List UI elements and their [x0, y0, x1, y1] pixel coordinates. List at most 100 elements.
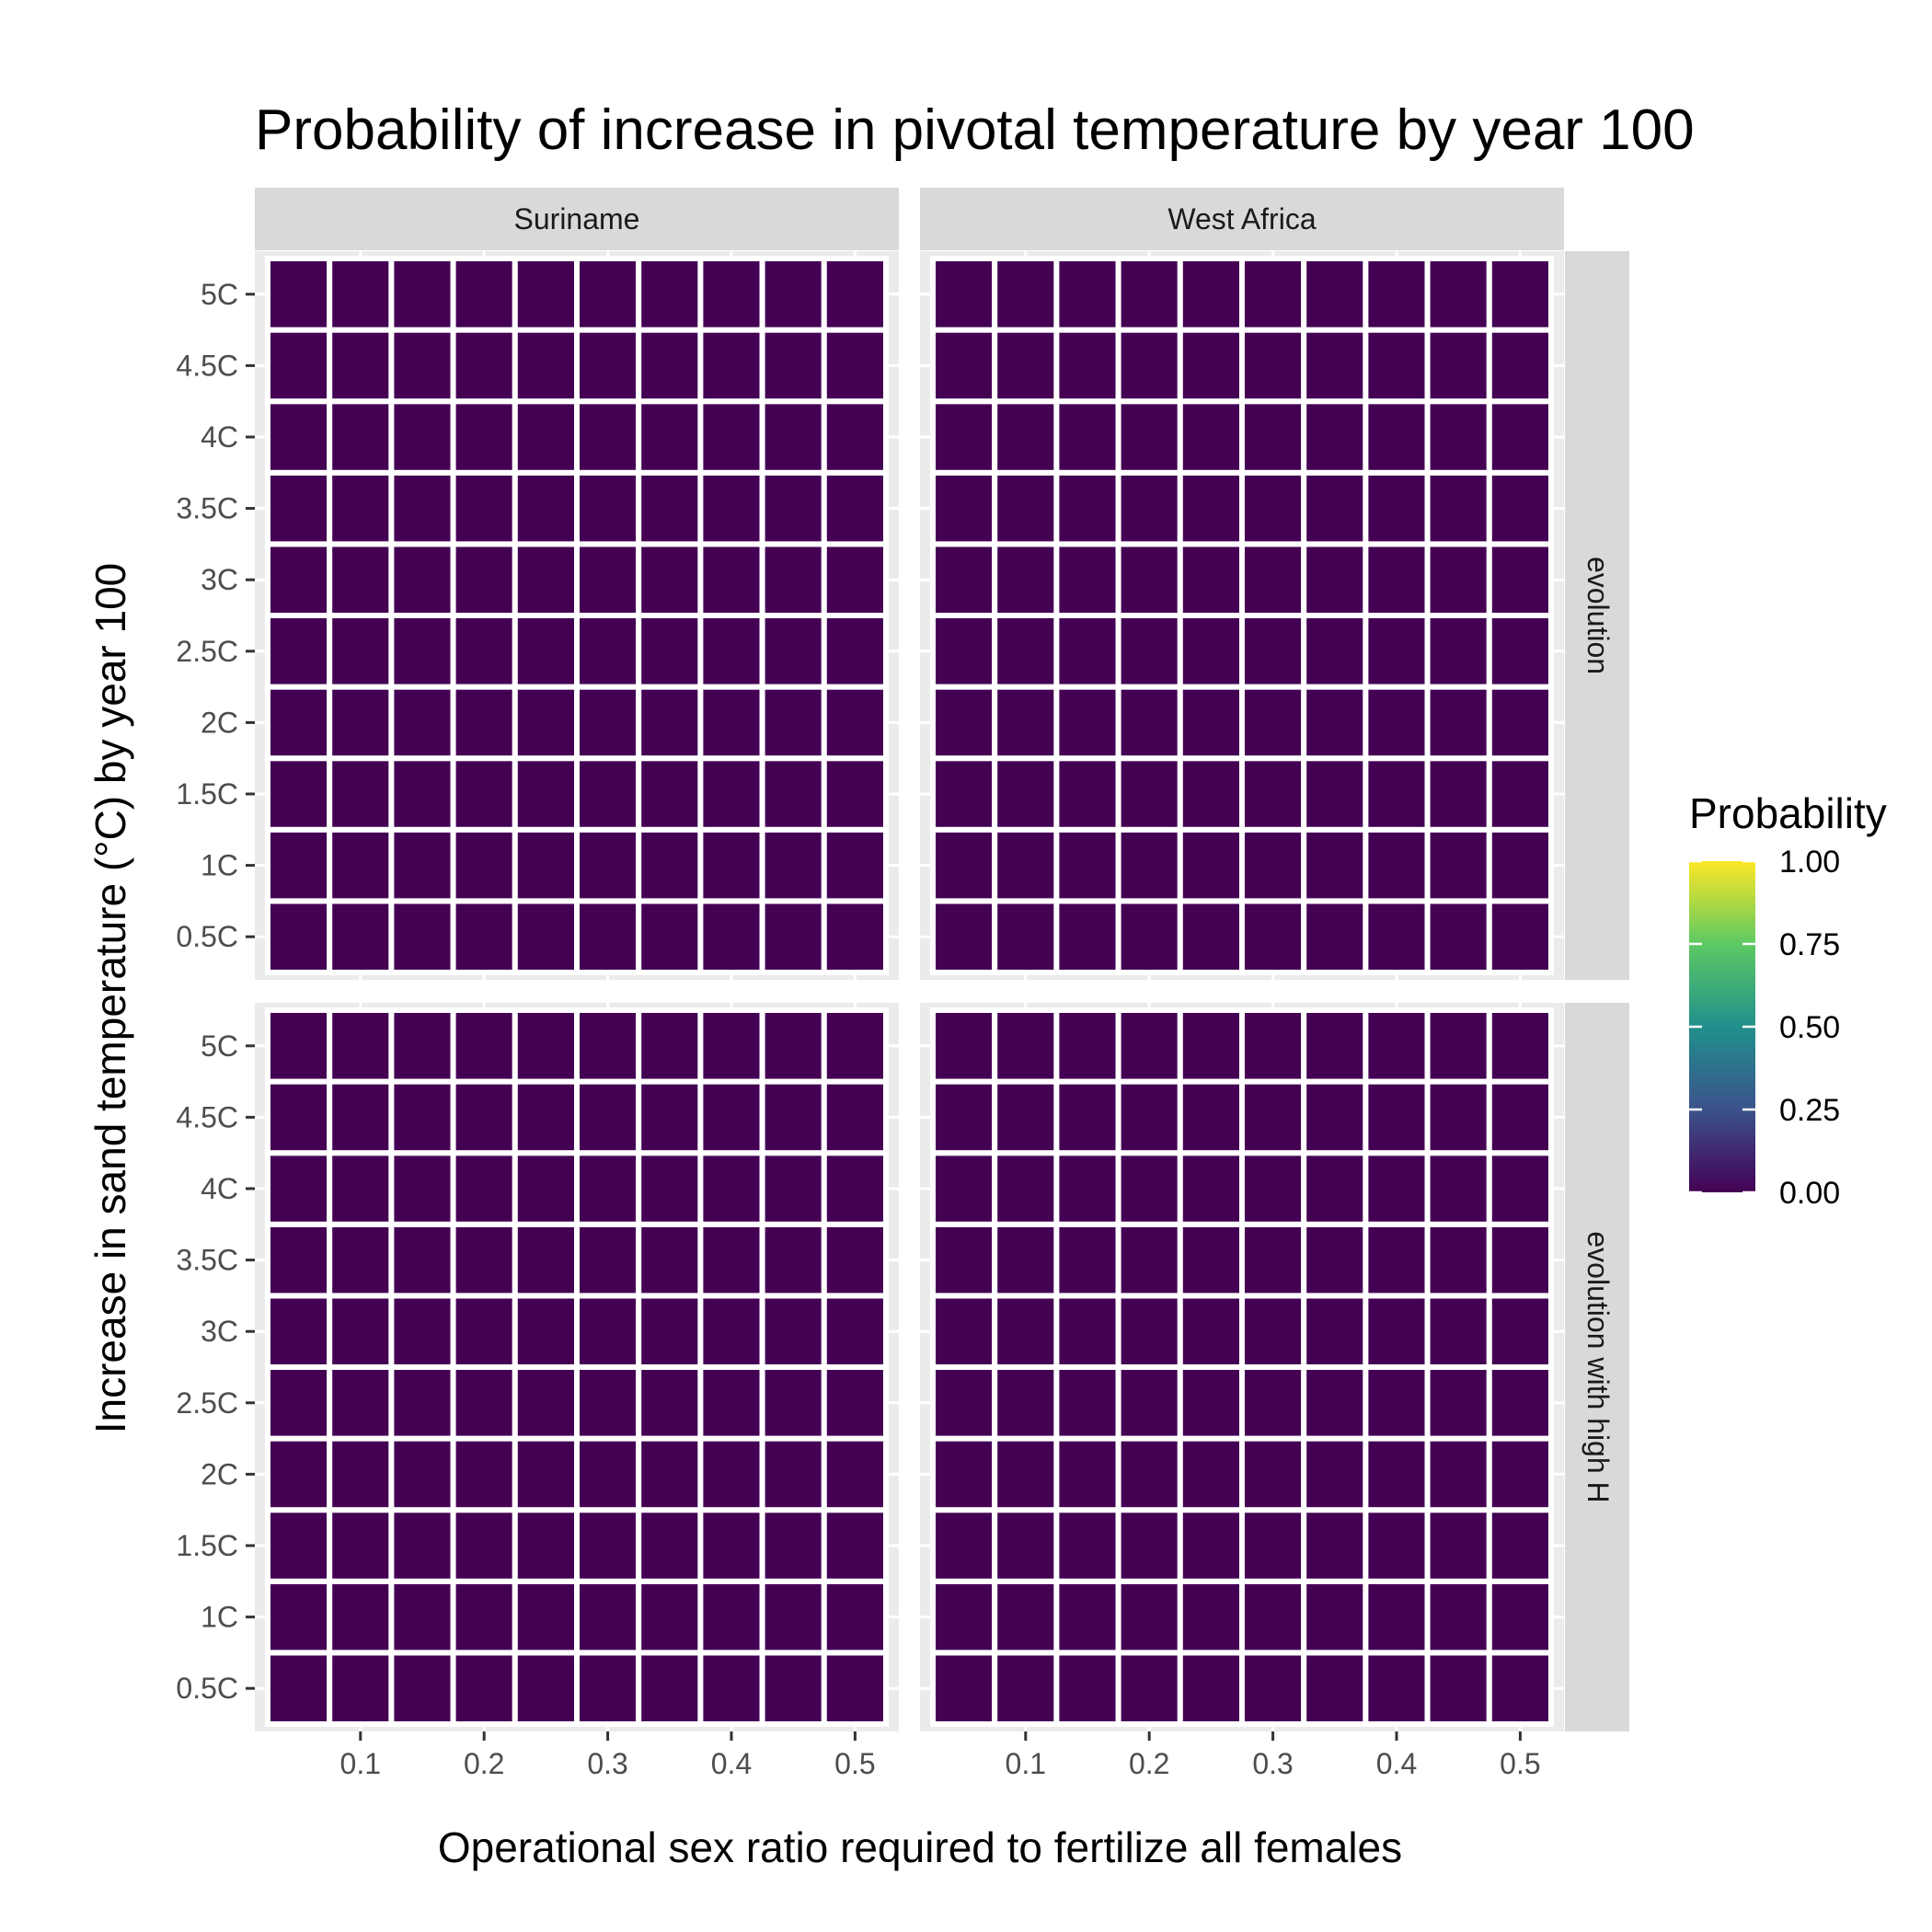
x-tick-label: 0.3 [1252, 1747, 1293, 1780]
heatmap-tile [265, 469, 333, 547]
heatmap-tile [1177, 398, 1246, 476]
heatmap-tile [821, 1078, 889, 1156]
heatmap-tile [388, 755, 456, 833]
heatmap-tile [1363, 256, 1431, 333]
heatmap-tile [327, 1293, 395, 1371]
heatmap-tile [821, 1435, 889, 1513]
heatmap-tile [636, 1221, 704, 1299]
x-tick-label: 0.4 [711, 1747, 752, 1780]
heatmap-tile [327, 684, 395, 762]
heatmap-tile [1115, 1578, 1183, 1656]
heatmap-tile [388, 1078, 456, 1156]
heatmap-tile [1239, 613, 1307, 690]
heatmap-tile [930, 469, 998, 547]
strip-evolution-with-high-h [1565, 1003, 1629, 1731]
strip-label-evolution-with-high-h: evolution with high H [1581, 1231, 1615, 1502]
heatmap-tile [327, 256, 395, 333]
heatmap-tile [574, 1007, 642, 1085]
heatmap-tile [1363, 1435, 1431, 1513]
heatmap-tile [1486, 327, 1555, 405]
heatmap-tile [1239, 1435, 1307, 1513]
heatmap-tile [574, 1293, 642, 1371]
heatmap-tile [388, 1507, 456, 1584]
heatmap-tile [697, 1507, 765, 1584]
heatmap-tile [1115, 398, 1183, 476]
heatmap-tile [1486, 398, 1555, 476]
heatmap-tile [759, 1150, 827, 1227]
heatmap-tile [1239, 755, 1307, 833]
heatmap-tile [1239, 1650, 1307, 1728]
heatmap-tile [759, 613, 827, 690]
heatmap-tile [636, 1364, 704, 1442]
heatmap-tile [992, 755, 1060, 833]
heatmap-tile [1424, 256, 1492, 333]
heatmap-tile [1301, 398, 1369, 476]
y-tick-label: 0.5C [176, 1672, 238, 1705]
heatmap-tile [450, 826, 518, 904]
heatmap-tile [450, 1293, 518, 1371]
heatmap-tile [1053, 327, 1121, 405]
heatmap-tile [1177, 327, 1246, 405]
heatmap-tile [1363, 541, 1431, 619]
heatmap-tile [1424, 613, 1492, 690]
heatmap-tile [992, 826, 1060, 904]
heatmap-tile [759, 1221, 827, 1299]
y-tick-label: 5C [201, 1029, 238, 1063]
heatmap-tile [1301, 1221, 1369, 1299]
heatmap-tile [1424, 541, 1492, 619]
heatmap-tile [636, 1078, 704, 1156]
x-axis-title: Operational sex ratio required to fertil… [438, 1823, 1402, 1871]
legend-label: 1.00 [1779, 845, 1840, 880]
heatmap-tile [1115, 1507, 1183, 1584]
heatmap-tile [1115, 1150, 1183, 1227]
heatmap-tile [388, 1578, 456, 1656]
heatmap-tile [450, 1650, 518, 1728]
heatmap-tile [636, 327, 704, 405]
heatmap-tile [1486, 1078, 1555, 1156]
heatmap-tile [821, 755, 889, 833]
heatmap-tile [1239, 1150, 1307, 1227]
heatmap-tile [1424, 1007, 1492, 1085]
heatmap-tile [450, 1435, 518, 1513]
x-tick-label: 0.2 [464, 1747, 504, 1780]
heatmap-tile [636, 613, 704, 690]
heatmap-tile [1424, 1221, 1492, 1299]
heatmap-tile [574, 1507, 642, 1584]
heatmap-tile [821, 541, 889, 619]
heatmap-tile [759, 1364, 827, 1442]
heatmap-tile [992, 256, 1060, 333]
heatmap-tile [1115, 1650, 1183, 1728]
heatmap-tile [1239, 1364, 1307, 1442]
heatmap-tile [1115, 469, 1183, 547]
heatmap-tile [1363, 755, 1431, 833]
heatmap-tile [574, 898, 642, 976]
heatmap-tile [636, 1007, 704, 1085]
heatmap-tile [1177, 1150, 1246, 1227]
heatmap-tile [821, 1293, 889, 1371]
heatmap-tile [636, 826, 704, 904]
heatmap-tile [636, 1578, 704, 1656]
heatmap-tile [512, 1078, 580, 1156]
heatmap-tile [1301, 1650, 1369, 1728]
heatmap-tile [1301, 1150, 1369, 1227]
heatmap-tile [1115, 1007, 1183, 1085]
heatmap-tile [388, 541, 456, 619]
heatmap-tile [1363, 1221, 1431, 1299]
heatmap-tile [574, 1578, 642, 1656]
x-tick-label: 0.3 [587, 1747, 627, 1780]
heatmap-tile [327, 327, 395, 405]
y-tick-label: 2.5C [176, 635, 238, 668]
heatmap-tile [636, 1293, 704, 1371]
heatmap-tile [1239, 398, 1307, 476]
heatmap-tile [930, 1150, 998, 1227]
heatmap-tile [388, 398, 456, 476]
heatmap-tile [512, 1578, 580, 1656]
heatmap-tile [327, 398, 395, 476]
heatmap-tile [388, 327, 456, 405]
heatmap-tile [1177, 755, 1246, 833]
heatmap-tile [512, 541, 580, 619]
heatmap-tile [636, 469, 704, 547]
heatmap-tile [512, 1435, 580, 1513]
heatmap-tile [1115, 1221, 1183, 1299]
